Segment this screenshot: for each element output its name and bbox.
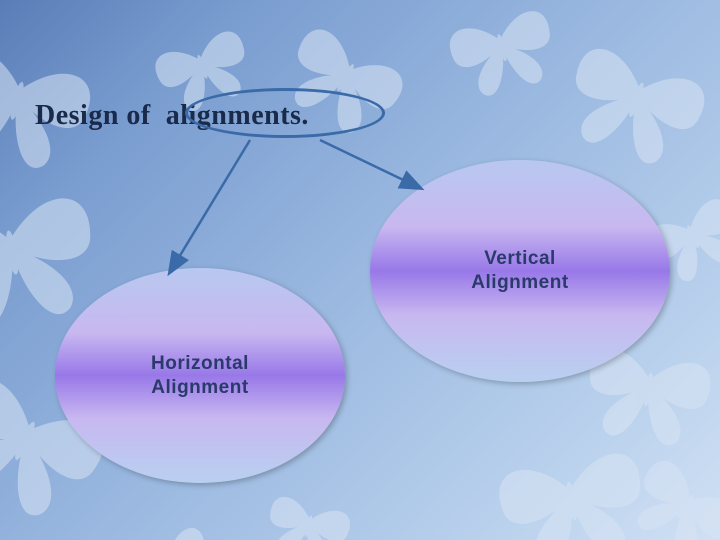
slide: Design of alignments. Horizontal Alignme…	[0, 0, 720, 540]
butterfly-icon	[495, 450, 652, 540]
butterfly-icon	[260, 494, 353, 540]
node-label-vertical: Vertical Alignment	[471, 247, 568, 295]
butterfly-icon	[132, 525, 216, 540]
title-prefix: Design of	[35, 100, 151, 131]
circled-highlight	[185, 88, 385, 138]
arrow	[320, 140, 420, 188]
butterfly-icon	[556, 43, 711, 175]
butterfly-icon	[446, 7, 562, 102]
arrow	[170, 140, 250, 272]
butterfly-icon	[619, 454, 720, 540]
node-label-horizontal: Horizontal Alignment	[151, 352, 249, 400]
node-horizontal: Horizontal Alignment	[55, 268, 345, 483]
node-vertical: Vertical Alignment	[370, 160, 670, 382]
